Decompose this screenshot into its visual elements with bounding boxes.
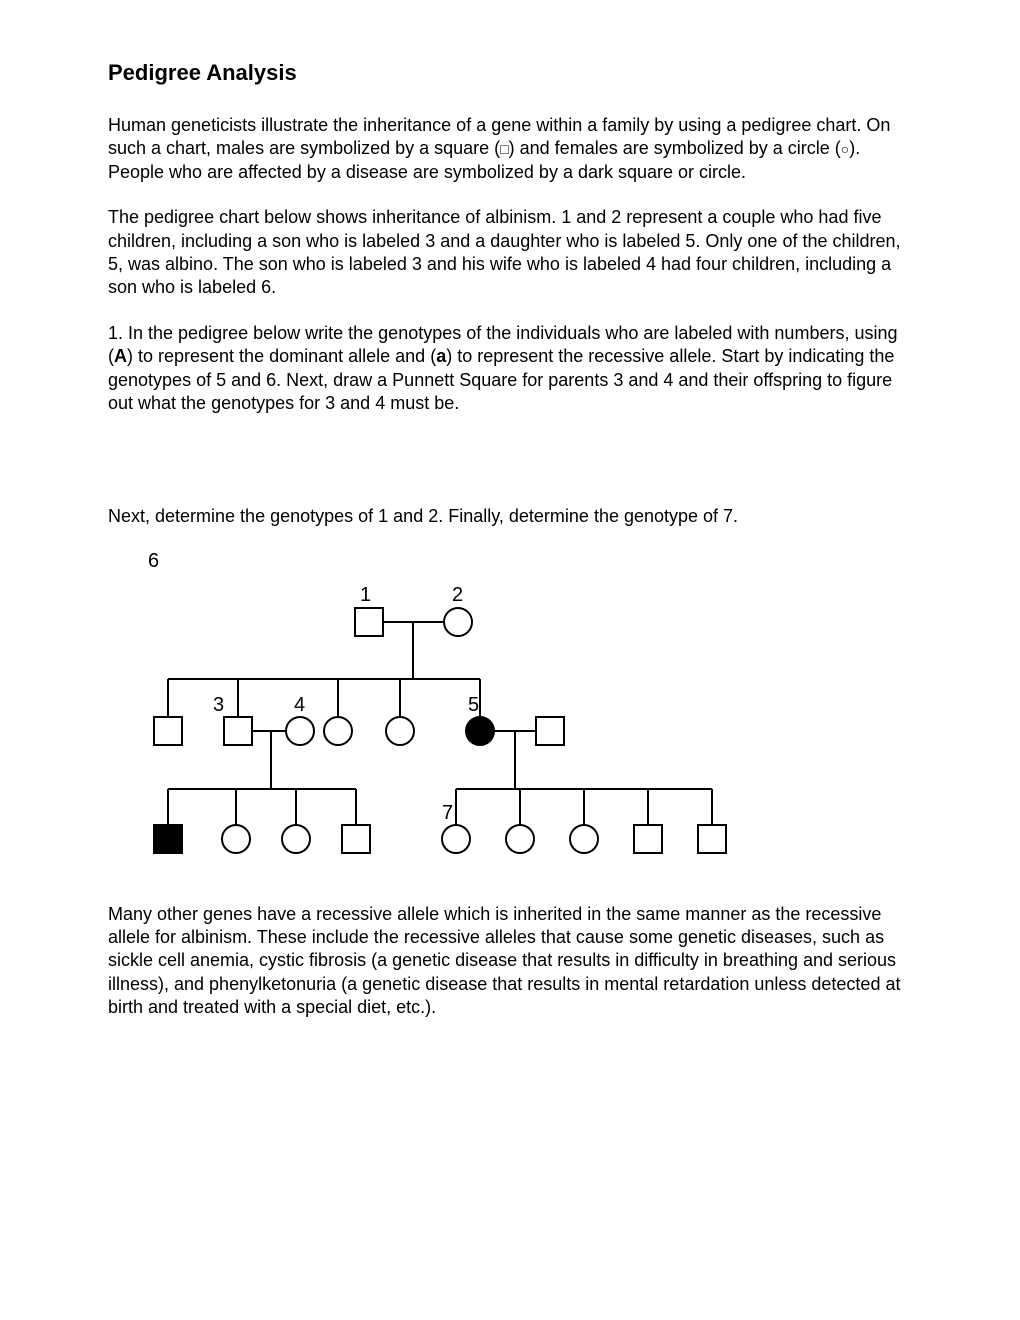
allele-recessive: a xyxy=(436,346,446,366)
svg-text:2: 2 xyxy=(452,584,463,606)
svg-text:1: 1 xyxy=(360,584,371,606)
svg-text:4: 4 xyxy=(294,694,305,716)
closing-paragraph: Many other genes have a recessive allele… xyxy=(108,903,912,1020)
pedigree-svg: 1 2 xyxy=(108,551,788,881)
svg-text:5: 5 xyxy=(468,694,479,716)
intro-paragraph: Human geneticists illustrate the inherit… xyxy=(108,114,912,184)
label-6: 6 xyxy=(148,551,159,571)
question-1-paragraph: 1. In the pedigree below write the genot… xyxy=(108,322,912,416)
svg-text:3: 3 xyxy=(213,694,224,716)
page-title: Pedigree Analysis xyxy=(108,60,912,86)
square-symbol: □ xyxy=(500,141,508,157)
pedigree-chart: 6 1 2 xyxy=(108,551,788,881)
allele-dominant: A xyxy=(114,346,127,366)
svg-text:7: 7 xyxy=(442,802,453,824)
intro-text-b: ) and females are symbolized by a circle… xyxy=(509,138,841,158)
document-page: Pedigree Analysis Human geneticists illu… xyxy=(0,0,1020,1102)
description-paragraph: The pedigree chart below shows inheritan… xyxy=(108,206,912,300)
next-step-paragraph: Next, determine the genotypes of 1 and 2… xyxy=(108,505,912,528)
q1-text-b: ) to represent the dominant allele and ( xyxy=(127,346,436,366)
spacer xyxy=(108,445,912,505)
circle-symbol: ○ xyxy=(841,141,849,157)
